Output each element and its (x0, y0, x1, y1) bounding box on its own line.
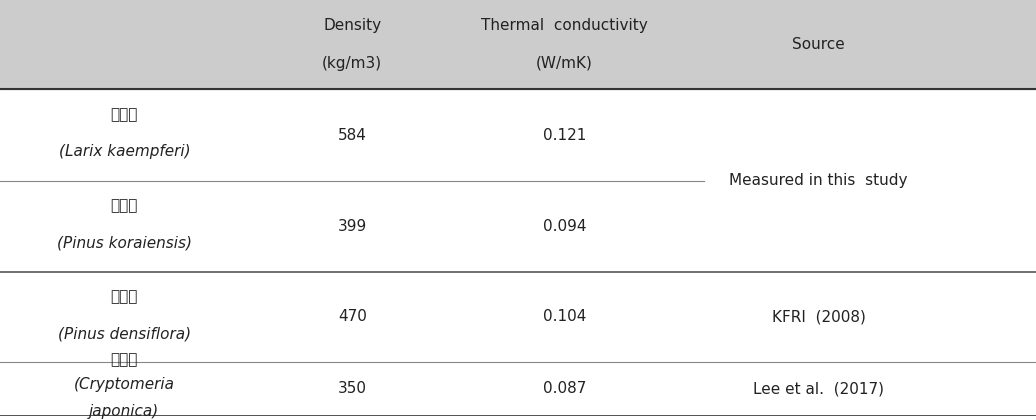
Text: 0.094: 0.094 (543, 219, 586, 234)
Text: 470: 470 (338, 310, 367, 325)
Text: Density: Density (323, 18, 381, 34)
Text: (Larix kaempferi): (Larix kaempferi) (58, 144, 191, 159)
Text: 0.121: 0.121 (543, 128, 586, 143)
Text: 소나무: 소나무 (111, 289, 138, 304)
Text: 낙엽송: 낙엽송 (111, 107, 138, 122)
Text: (W/mK): (W/mK) (537, 56, 593, 71)
Text: (Pinus koraiensis): (Pinus koraiensis) (57, 236, 192, 251)
Text: 399: 399 (338, 219, 367, 234)
Text: Lee et al.  (2017): Lee et al. (2017) (753, 381, 884, 396)
Text: 350: 350 (338, 381, 367, 396)
Text: 삼나무: 삼나무 (111, 352, 138, 367)
Text: Measured in this  study: Measured in this study (729, 173, 908, 188)
Text: 0.104: 0.104 (543, 310, 586, 325)
Text: 잋나무: 잋나무 (111, 198, 138, 213)
Bar (0, 0, 1036, 89)
Text: Source: Source (793, 37, 844, 52)
Text: (Pinus densiflora): (Pinus densiflora) (58, 326, 191, 341)
Text: 584: 584 (338, 128, 367, 143)
Text: (kg/m3): (kg/m3) (322, 56, 382, 71)
Text: KFRI  (2008): KFRI (2008) (772, 310, 865, 325)
Text: 0.087: 0.087 (543, 381, 586, 396)
Text: (Cryptomeria: (Cryptomeria (74, 377, 175, 392)
Text: Thermal  conductivity: Thermal conductivity (482, 18, 648, 34)
Text: japonica): japonica) (89, 404, 160, 419)
